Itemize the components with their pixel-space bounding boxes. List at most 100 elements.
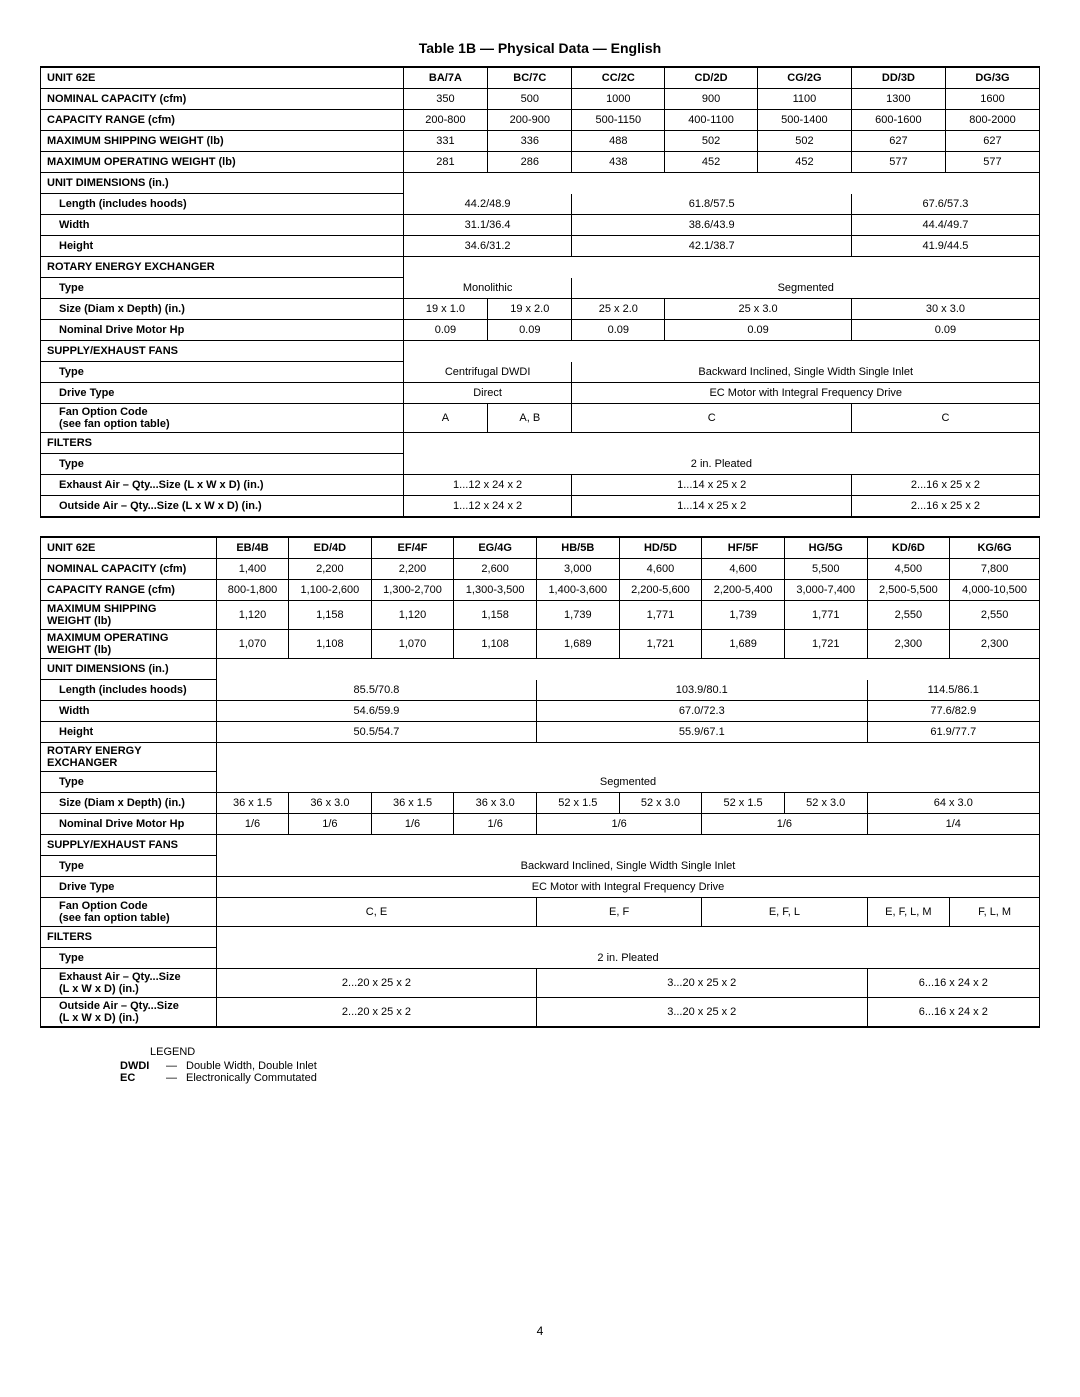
data-cell: 800-2000 xyxy=(945,110,1039,131)
data-cell: 52 x 3.0 xyxy=(784,793,867,814)
data-cell: 67.0/72.3 xyxy=(536,701,867,722)
data-cell: 3...20 x 25 x 2 xyxy=(536,998,867,1028)
data-cell: 4,600 xyxy=(619,559,702,580)
col-header: BA/7A xyxy=(403,67,487,89)
data-cell: 42.1/38.7 xyxy=(572,236,851,257)
legend-term: EC xyxy=(120,1072,166,1084)
data-cell: 488 xyxy=(572,131,665,152)
data-cell: 41.9/44.5 xyxy=(851,236,1039,257)
data-cell: A, B xyxy=(488,404,572,433)
data-cell: 85.5/70.8 xyxy=(216,680,536,701)
data-cell: 0.09 xyxy=(488,320,572,341)
section-label: FILTERS xyxy=(41,927,217,948)
data-cell: 900 xyxy=(665,89,758,110)
data-cell: Backward Inclined, Single Width Single I… xyxy=(572,362,1040,383)
row-label: CAPACITY RANGE (cfm) xyxy=(41,110,404,131)
data-cell: 3...20 x 25 x 2 xyxy=(536,969,867,998)
data-cell: 1000 xyxy=(572,89,665,110)
data-cell: 2,200 xyxy=(289,559,372,580)
data-cell: 6...16 x 24 x 2 xyxy=(867,969,1039,998)
data-cell: 2,200 xyxy=(371,559,454,580)
data-cell: E, F, L xyxy=(702,898,867,927)
data-cell: 1,070 xyxy=(371,630,454,659)
data-cell: 2...20 x 25 x 2 xyxy=(216,969,536,998)
col-header: DD/3D xyxy=(851,67,945,89)
col-header: CC/2C xyxy=(572,67,665,89)
data-cell: 1,158 xyxy=(289,601,372,630)
section-label: ROTARY ENERGYEXCHANGER xyxy=(41,743,217,772)
data-cell: 19 x 1.0 xyxy=(403,299,487,320)
row-label: Exhaust Air – Qty...Size (L x W x D) (in… xyxy=(41,475,404,496)
data-cell: 1/4 xyxy=(867,814,1039,835)
data-cell: 1,771 xyxy=(784,601,867,630)
page-number: 4 xyxy=(40,1324,1040,1338)
data-cell: 61.8/57.5 xyxy=(572,194,851,215)
data-cell: 25 x 3.0 xyxy=(665,299,852,320)
legend: LEGEND DWDI — Double Width, Double Inlet… xyxy=(120,1046,1040,1084)
data-cell: 1,070 xyxy=(216,630,288,659)
data-cell: 627 xyxy=(851,131,945,152)
col-header: UNIT 62E xyxy=(41,67,404,89)
data-cell: 502 xyxy=(757,131,851,152)
data-cell: 502 xyxy=(665,131,758,152)
data-cell: 1,721 xyxy=(619,630,702,659)
col-header: HB/5B xyxy=(536,537,619,559)
data-cell: 336 xyxy=(488,131,572,152)
data-cell: 19 x 2.0 xyxy=(488,299,572,320)
section-label: UNIT DIMENSIONS (in.) xyxy=(41,659,217,680)
col-header: ED/4D xyxy=(289,537,372,559)
data-cell: 2 in. Pleated xyxy=(216,948,1039,969)
legend-term: DWDI xyxy=(120,1060,166,1072)
data-cell: A xyxy=(403,404,487,433)
data-cell: 2,300 xyxy=(867,630,950,659)
data-cell: 1,120 xyxy=(216,601,288,630)
legend-item: EC — Electronically Commutated xyxy=(120,1072,1040,1084)
row-label: MAXIMUM OPERATINGWEIGHT (lb) xyxy=(41,630,217,659)
section-label: SUPPLY/EXHAUST FANS xyxy=(41,835,217,856)
data-cell: 1,739 xyxy=(536,601,619,630)
data-cell: 1100 xyxy=(757,89,851,110)
data-cell: 0.09 xyxy=(665,320,852,341)
data-cell: 1...14 x 25 x 2 xyxy=(572,496,851,518)
col-header: KG/6G xyxy=(950,537,1040,559)
data-cell: 1,108 xyxy=(454,630,537,659)
data-cell: 1,771 xyxy=(619,601,702,630)
data-cell: 400-1100 xyxy=(665,110,758,131)
data-cell: C xyxy=(572,404,851,433)
data-cell: 1,158 xyxy=(454,601,537,630)
data-cell: 2...20 x 25 x 2 xyxy=(216,998,536,1028)
legend-heading: LEGEND xyxy=(150,1046,1040,1058)
data-cell: 44.2/48.9 xyxy=(403,194,572,215)
row-label: Exhaust Air – Qty...Size(L x W x D) (in.… xyxy=(41,969,217,998)
row-label: Nominal Drive Motor Hp xyxy=(41,814,217,835)
data-cell: 1300 xyxy=(851,89,945,110)
data-cell: C xyxy=(851,404,1039,433)
data-cell: 103.9/80.1 xyxy=(536,680,867,701)
section-label: UNIT DIMENSIONS (in.) xyxy=(41,173,404,194)
row-label: Type xyxy=(41,948,217,969)
physical-data-table-1: UNIT 62E BA/7A BC/7C CC/2C CD/2D CG/2G D… xyxy=(40,66,1040,518)
data-cell: 350 xyxy=(403,89,487,110)
row-label: Size (Diam x Depth) (in.) xyxy=(41,793,217,814)
row-label: MAXIMUM SHIPPING WEIGHT (lb) xyxy=(41,131,404,152)
row-label: Outside Air – Qty...Size(L x W x D) (in.… xyxy=(41,998,217,1028)
data-cell: 2,200-5,600 xyxy=(619,580,702,601)
data-cell: 4,000-10,500 xyxy=(950,580,1040,601)
section-label: FILTERS xyxy=(41,433,404,454)
data-cell: 52 x 3.0 xyxy=(619,793,702,814)
col-header: CD/2D xyxy=(665,67,758,89)
data-cell: Backward Inclined, Single Width Single I… xyxy=(216,856,1039,877)
data-cell: 3,000-7,400 xyxy=(784,580,867,601)
data-cell: 77.6/82.9 xyxy=(867,701,1039,722)
data-cell: 1,689 xyxy=(702,630,785,659)
col-header: CG/2G xyxy=(757,67,851,89)
row-label: Type xyxy=(41,772,217,793)
data-cell: 67.6/57.3 xyxy=(851,194,1039,215)
data-cell: 500 xyxy=(488,89,572,110)
row-label: Size (Diam x Depth) (in.) xyxy=(41,299,404,320)
data-cell: 2,600 xyxy=(454,559,537,580)
data-cell: 800-1,800 xyxy=(216,580,288,601)
data-cell: Centrifugal DWDI xyxy=(403,362,572,383)
row-label: MAXIMUM SHIPPINGWEIGHT (lb) xyxy=(41,601,217,630)
data-cell: 36 x 3.0 xyxy=(289,793,372,814)
